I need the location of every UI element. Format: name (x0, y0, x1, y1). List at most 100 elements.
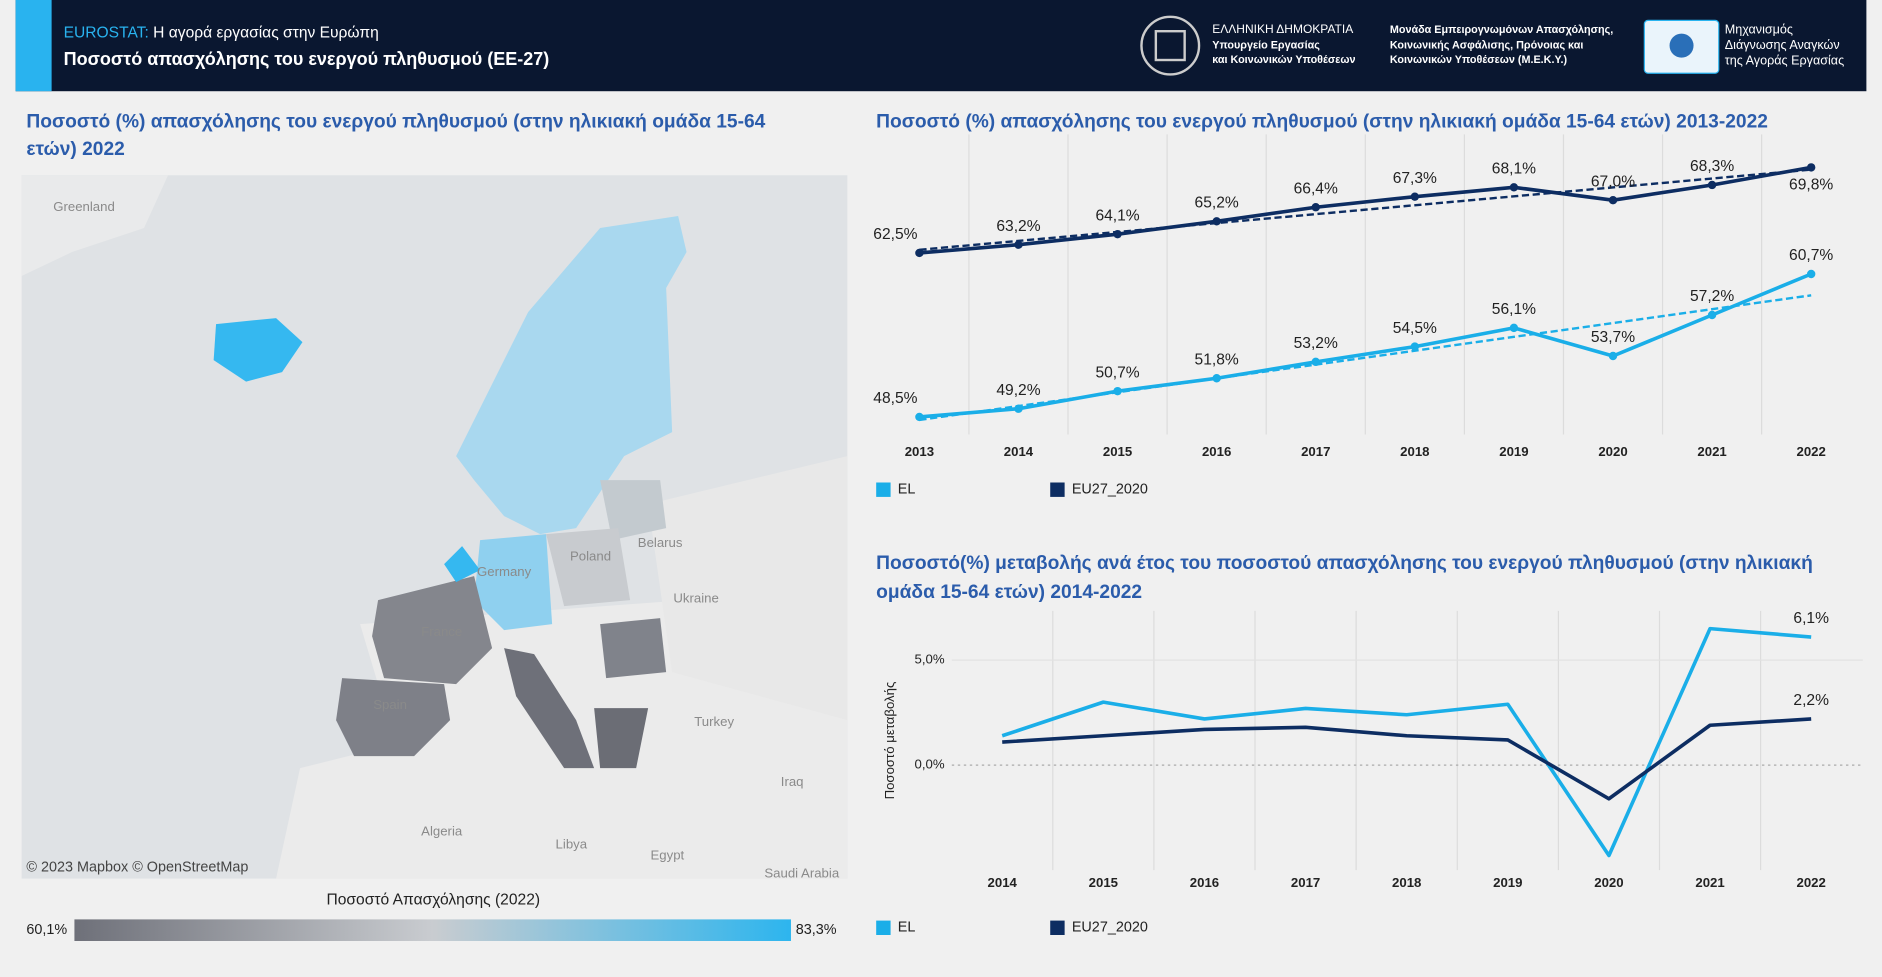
point (1113, 229, 1122, 239)
y-tick-label: 0,0% (915, 757, 945, 772)
header-accent (15, 0, 52, 92)
point (1212, 217, 1221, 226)
logo-text: Μονάδα Εμπειρογνωμόνων Απασχόλησης, (1390, 24, 1613, 36)
data-label: 67,0% (1591, 173, 1635, 190)
region (336, 678, 451, 757)
x-tick-label: 2016 (1190, 875, 1219, 890)
data-label: 53,7% (1591, 329, 1635, 346)
legend-swatch (876, 920, 891, 935)
data-label: 51,8% (1195, 351, 1239, 368)
series-line (919, 165, 1812, 255)
chart-title: Ποσοστό(%) μεταβολής ανά έτος του ποσοστ… (876, 553, 1813, 574)
map-label: Belarus (638, 535, 683, 550)
series-line (1002, 717, 1812, 801)
map-credit: © 2023 Mapbox © OpenStreetMap (26, 860, 248, 876)
x-tick-label: 2018 (1392, 875, 1421, 890)
point (1311, 357, 1320, 367)
emblem-cross (1154, 30, 1186, 62)
data-label: 57,2% (1690, 288, 1734, 305)
point (1707, 310, 1717, 320)
data-label: 68,3% (1690, 158, 1734, 175)
point (1806, 269, 1816, 279)
legend-max: 83,3% (796, 922, 837, 938)
map-label: Spain (373, 697, 407, 712)
x-tick-label: 2018 (1400, 444, 1429, 459)
legend-label: EL (898, 920, 916, 936)
legend-label: EU27_2020 (1072, 481, 1148, 497)
data-label: 54,5% (1393, 320, 1437, 337)
chart-title: ομάδα 15-64 ετών) 2014-2022 (876, 582, 1142, 603)
region (546, 528, 631, 607)
x-tick-label: 2015 (1089, 875, 1118, 890)
header-title: Ποσοστό απασχόλησης του ενεργού πληθυσμο… (64, 49, 550, 69)
data-label: 62,5% (873, 226, 917, 243)
logo-text: και Κοινωνικών Υποθέσεων (1212, 54, 1355, 66)
point (1707, 180, 1717, 190)
header-subtitle: Η αγορά εργασίας στην Ευρώπη (153, 25, 379, 42)
map-label: Libya (556, 836, 588, 851)
data-label: 48,5% (873, 390, 917, 407)
data-label: 6,1% (1793, 610, 1829, 627)
series-line (1001, 626, 1812, 858)
x-tick-label: 2017 (1301, 444, 1330, 459)
legend-label: EL (898, 481, 916, 497)
logo-text: ΕΛΛΗΝΙΚΗ ΔΗΜΟΚΡΑΤΙΑ (1212, 22, 1353, 36)
map-label: Germany (477, 564, 532, 579)
header-source: EUROSTAT: (64, 25, 149, 42)
data-label: 69,8% (1789, 177, 1833, 194)
logo-gear (1669, 33, 1694, 58)
x-tick-label: 2021 (1695, 875, 1724, 890)
x-tick-label: 2013 (905, 444, 934, 459)
data-label: 67,3% (1393, 170, 1437, 187)
map-label: Turkey (694, 714, 734, 729)
logo-text: Κοινωνικών Υποθέσεων (Μ.Ε.Κ.Υ.) (1390, 54, 1568, 66)
chart-title: Ποσοστό (%) απασχόλησης του ενεργού πληθ… (876, 112, 1768, 133)
header-line: EUROSTAT: Η αγορά εργασίας στην Ευρώπη (64, 25, 379, 42)
data-label: 64,1% (1095, 207, 1139, 224)
map-label: Ukraine (673, 590, 718, 605)
legend-label: EU27_2020 (1072, 920, 1148, 936)
region (600, 480, 667, 541)
region (456, 216, 687, 535)
point (1113, 386, 1122, 396)
x-tick-label: 2014 (1004, 444, 1034, 459)
data-label: 60,7% (1789, 247, 1833, 264)
trend-line (919, 168, 1812, 251)
data-label: 49,2% (996, 382, 1040, 399)
x-tick-label: 2019 (1493, 875, 1522, 890)
logo-text: Μηχανισμός (1725, 22, 1793, 36)
point (1014, 404, 1023, 413)
x-tick-label: 2019 (1499, 444, 1528, 459)
data-label: 68,1% (1492, 160, 1536, 177)
x-tick-label: 2014 (988, 875, 1018, 890)
x-tick-label: 2020 (1594, 875, 1623, 890)
region (504, 648, 595, 769)
legend-min: 60,1% (26, 922, 67, 938)
point (1509, 323, 1519, 333)
legend-swatch (876, 482, 891, 497)
region (213, 318, 303, 382)
map-label: Saudi Arabia (764, 865, 839, 880)
x-tick-label: 2022 (1797, 444, 1826, 459)
map-label: Egypt (650, 847, 684, 862)
legend-title: Ποσοστό Απασχόλησης (2022) (327, 891, 541, 908)
y-axis-title: Ποσοστό μεταβολής (882, 682, 897, 800)
point (1410, 192, 1420, 201)
point (1806, 163, 1816, 172)
point (1509, 183, 1519, 192)
y-tick-label: 5,0% (915, 652, 945, 667)
point (915, 412, 924, 422)
header-bar (15, 0, 1867, 92)
map-label: Iraq (781, 774, 804, 789)
data-label: 2,2% (1793, 692, 1829, 709)
point (915, 248, 924, 258)
series-line (919, 272, 1812, 419)
point (1410, 342, 1420, 351)
point (1014, 240, 1023, 249)
data-label: 50,7% (1095, 364, 1139, 381)
region (372, 576, 493, 685)
emblem (1140, 15, 1201, 76)
legend-swatch (1050, 920, 1065, 935)
